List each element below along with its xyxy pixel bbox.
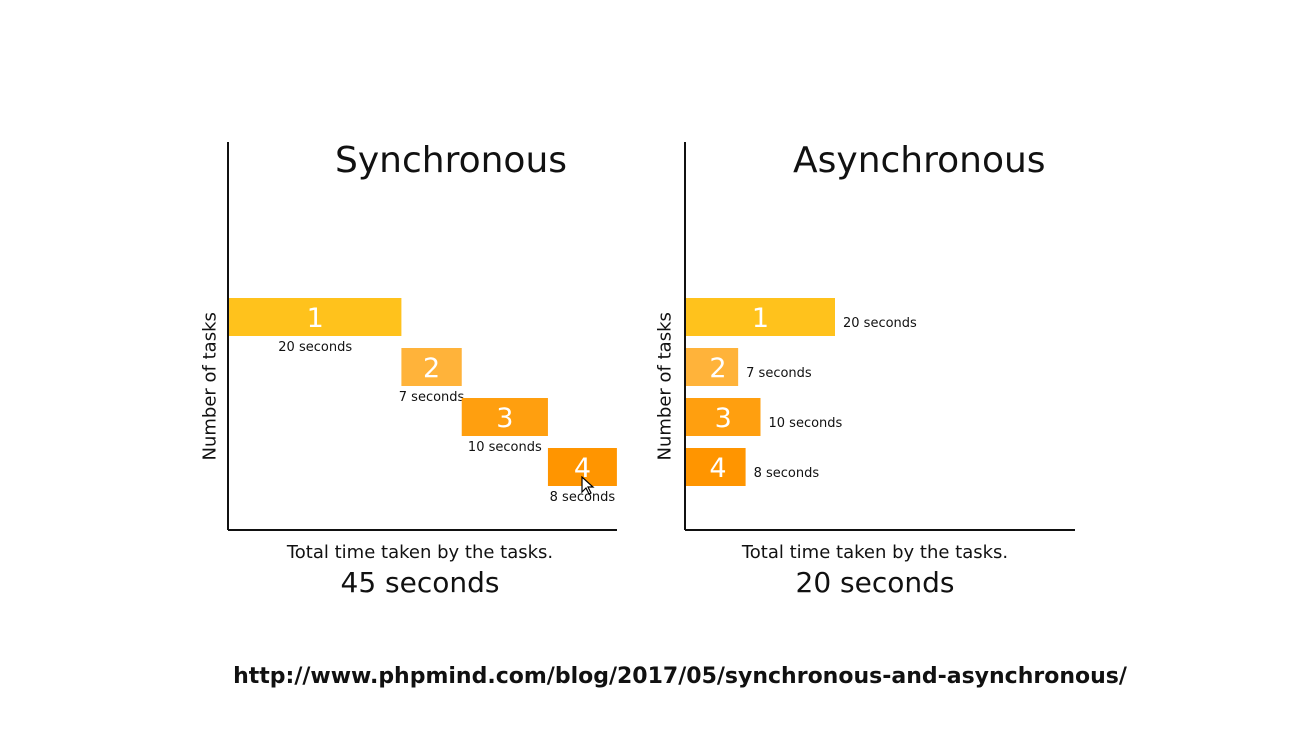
synchronous-chart: Synchronous Number of tasks 1 20 seconds 2… bbox=[200, 130, 660, 610]
task-duration-label: 20 seconds bbox=[843, 316, 917, 331]
x-axis-caption: Total time taken by the tasks. bbox=[741, 542, 1009, 563]
task-number-label: 1 bbox=[752, 303, 769, 334]
task-duration-label: 7 seconds bbox=[746, 366, 812, 381]
total-time-label: 20 seconds bbox=[795, 566, 955, 599]
synchronous-plot: 1 20 seconds 2 7 seconds 3 10 seconds 4 8 secon… bbox=[227, 142, 617, 531]
task-bar-4 bbox=[686, 448, 746, 486]
task-bar-1 bbox=[686, 298, 835, 336]
task-bar-2 bbox=[686, 348, 739, 386]
task-number-label: 2 bbox=[423, 353, 440, 384]
task-duration-label: 10 seconds bbox=[769, 416, 843, 431]
task-duration-label: 8 seconds bbox=[550, 490, 616, 505]
task-number-label: 3 bbox=[715, 403, 732, 434]
task-duration-label: 10 seconds bbox=[468, 440, 542, 455]
task-number-label: 1 bbox=[307, 303, 324, 334]
task-bar-1 bbox=[229, 298, 402, 336]
source-url: http://www.phpmind.com/blog/2017/05/sync… bbox=[233, 664, 1127, 689]
chart-title: Asynchronous bbox=[793, 140, 1046, 181]
task-bar-3 bbox=[461, 398, 548, 436]
asynchronous-plot: 1 20 seconds 2 7 seconds 3 10 seconds 4 8 secon… bbox=[684, 142, 1075, 531]
task-number-label: 4 bbox=[709, 453, 726, 484]
task-number-label: 3 bbox=[496, 403, 513, 434]
mouse-pointer-icon bbox=[581, 476, 595, 495]
task-duration-label: 8 seconds bbox=[754, 466, 820, 481]
task-number-label: 2 bbox=[709, 353, 726, 384]
task-bar-2 bbox=[401, 348, 462, 386]
task-bar-3 bbox=[686, 398, 761, 436]
task-number-label: 4 bbox=[574, 453, 591, 484]
task-duration-label: 20 seconds bbox=[278, 340, 352, 355]
chart-title: Synchronous bbox=[335, 140, 568, 181]
x-axis-caption: Total time taken by the tasks. bbox=[286, 542, 554, 563]
asynchronous-chart: Asynchronous Number of tasks 1 20 seconds… bbox=[655, 130, 1115, 610]
task-duration-label: 7 seconds bbox=[399, 390, 465, 405]
total-time-label: 45 seconds bbox=[340, 566, 500, 599]
